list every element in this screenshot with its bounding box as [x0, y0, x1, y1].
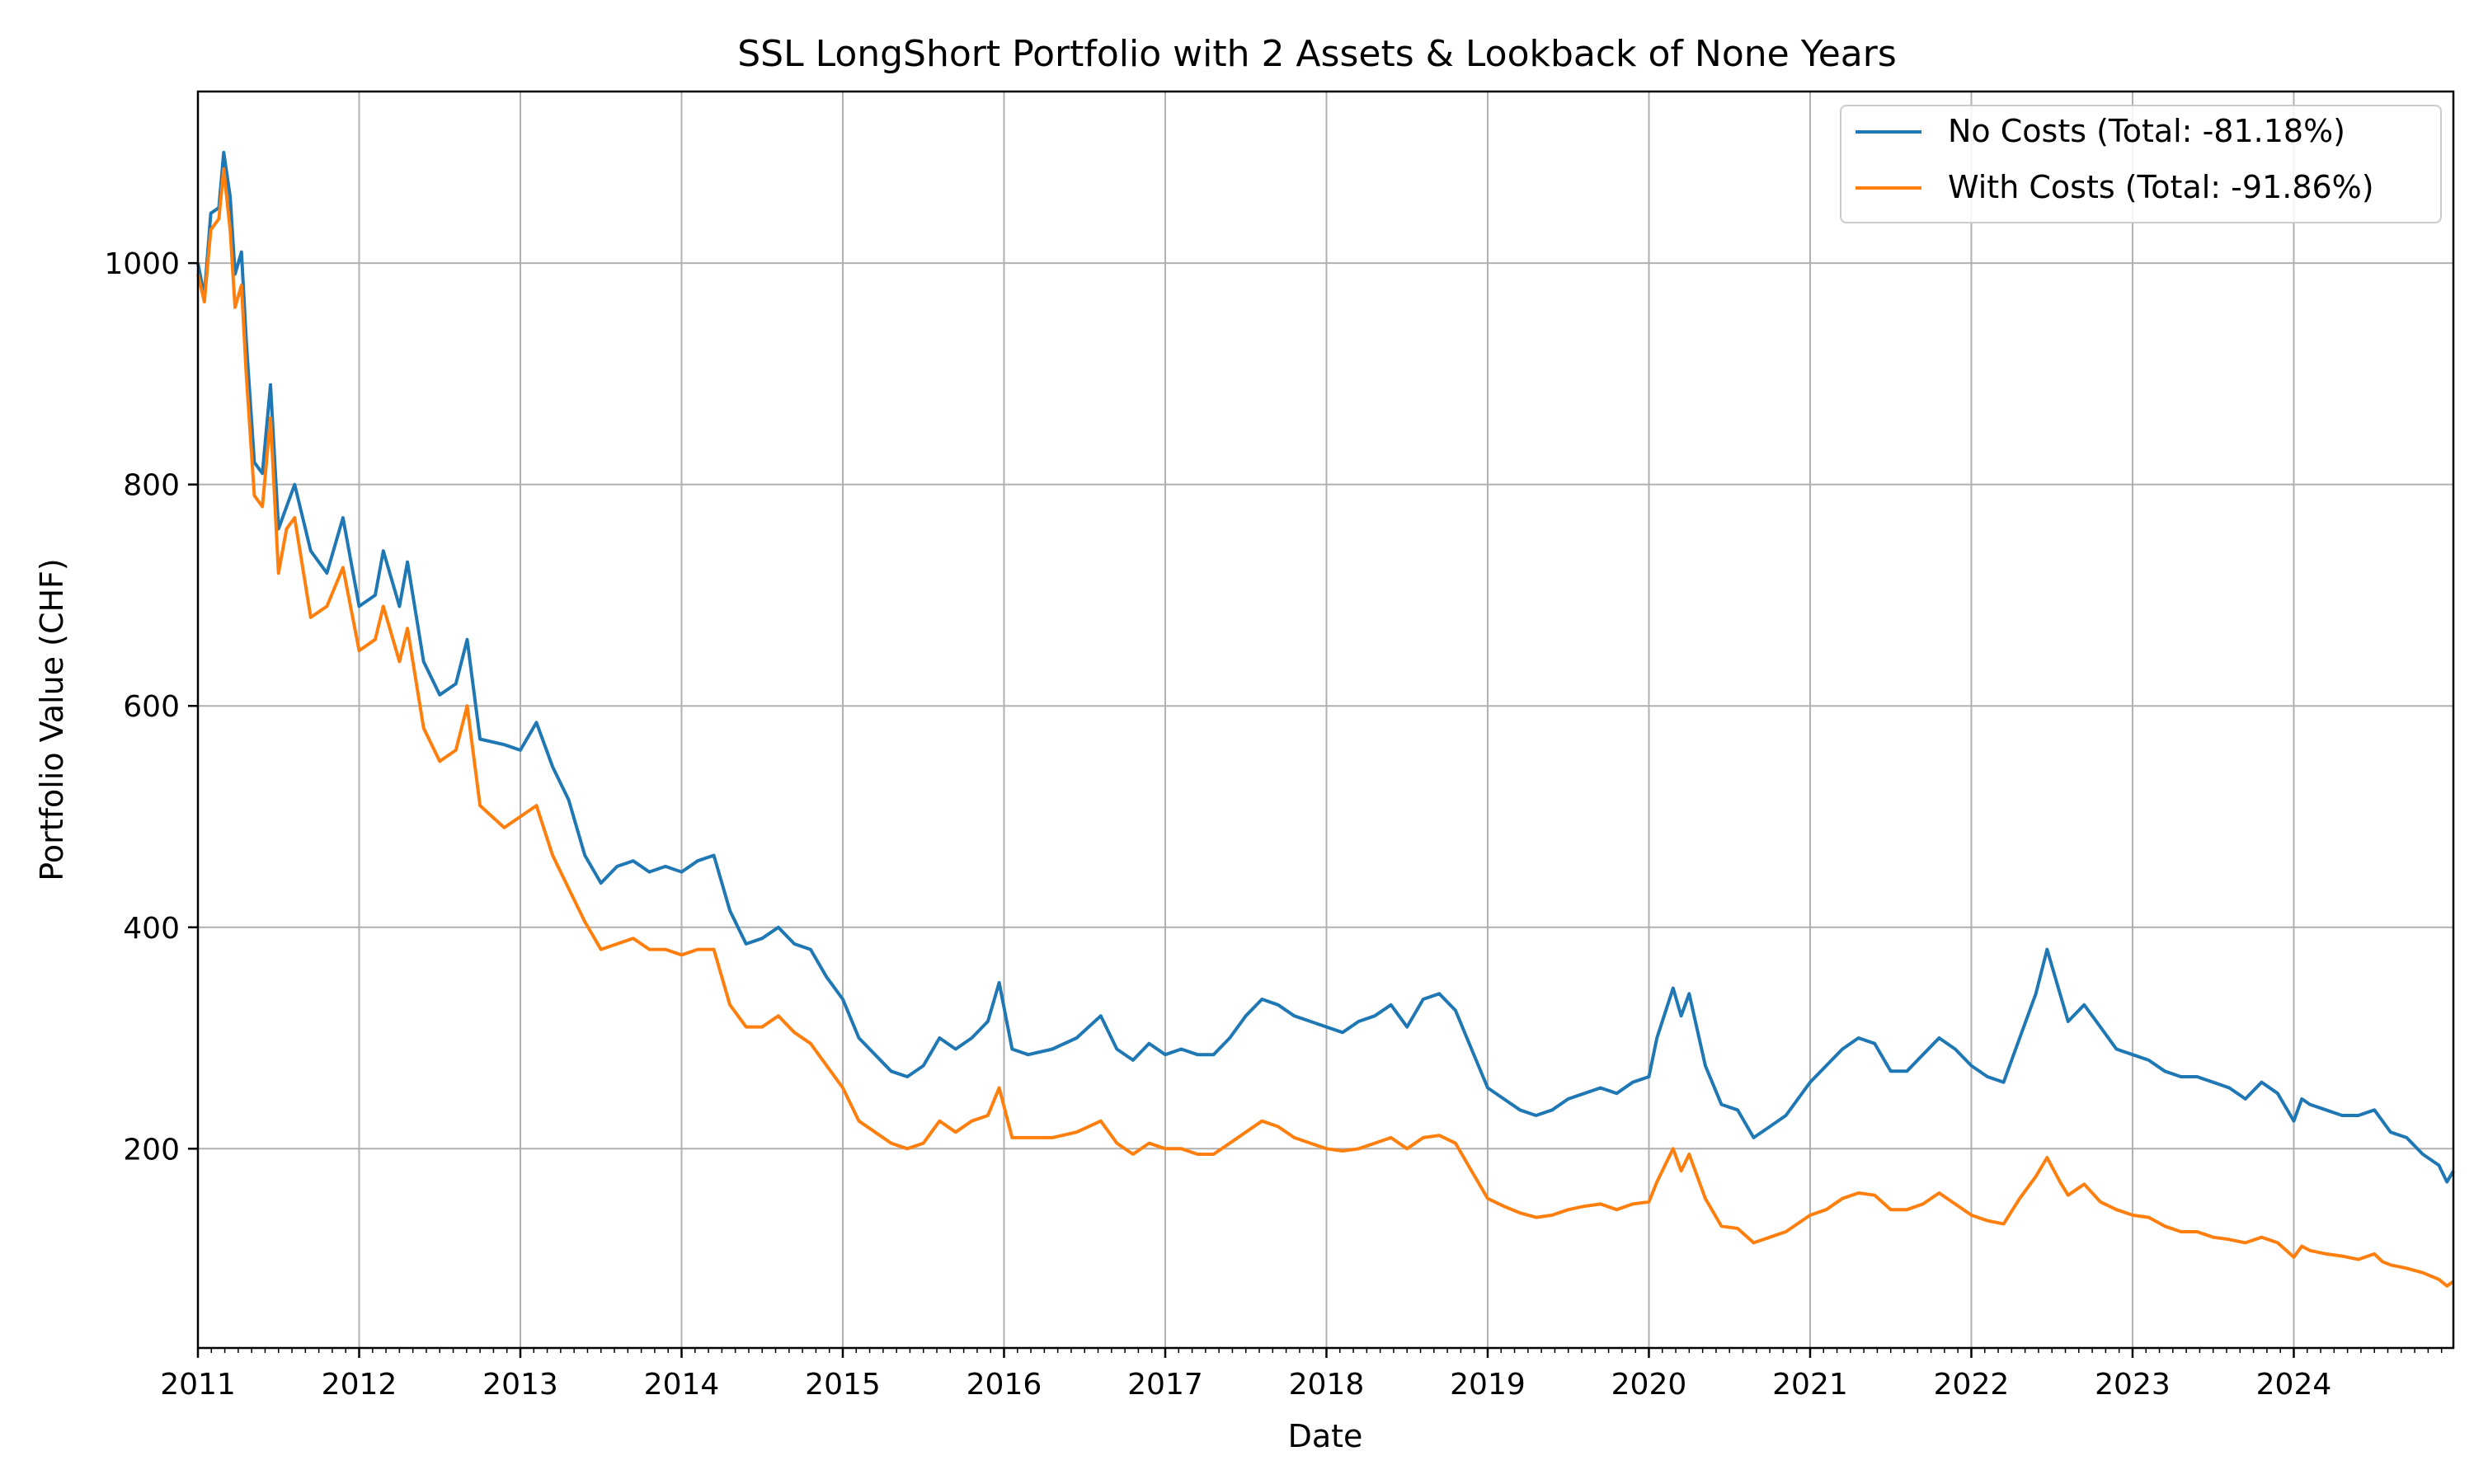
x-tick-label: 2020	[1611, 1368, 1687, 1402]
x-tick-label: 2011	[160, 1368, 236, 1402]
series-lines	[196, 150, 2455, 1288]
y-tick-label: 800	[123, 469, 180, 503]
legend-label-with-costs: With Costs (Total: -91.86%)	[1948, 169, 2374, 205]
x-tick-label: 2024	[2256, 1368, 2332, 1402]
y-tick-label: 200	[123, 1133, 180, 1167]
legend-label-no-costs: No Costs (Total: -81.18%)	[1948, 113, 2345, 149]
y-tick-label: 1000	[104, 247, 180, 281]
y-tick-label: 400	[123, 912, 180, 946]
legend-box	[1840, 105, 2442, 223]
x-axis: 2011 2012 2013 2014 2015 2016 2017 2018 2019 2020…	[160, 1348, 2443, 1402]
y-axis-label: Portfolio Value (CHF)	[34, 558, 70, 881]
chart-title: SSL LongShort Portfolio with 2 Assets & …	[737, 33, 1897, 75]
y-axis: 200 400 600 800 1000	[104, 247, 198, 1167]
legend: No Costs (Total: -81.18%) With Costs (To…	[1840, 105, 2442, 223]
x-tick-label: 2021	[1772, 1368, 1848, 1402]
x-tick-label: 2014	[644, 1368, 720, 1402]
x-tick-label: 2013	[482, 1368, 558, 1402]
x-tick-label: 2023	[2095, 1368, 2171, 1402]
x-tick-label: 2022	[1934, 1368, 2010, 1402]
x-tick-label: 2019	[1450, 1368, 1526, 1402]
x-tick-label: 2016	[967, 1368, 1042, 1402]
x-tick-label: 2017	[1127, 1368, 1203, 1402]
y-tick-label: 600	[123, 690, 180, 724]
series-line-no-costs	[196, 150, 2455, 1184]
series-line-with-costs	[196, 167, 2455, 1288]
x-tick-label: 2012	[322, 1368, 397, 1402]
x-tick-label: 2015	[805, 1368, 881, 1402]
x-axis-label: Date	[1288, 1418, 1363, 1454]
x-tick-label: 2018	[1289, 1368, 1365, 1402]
